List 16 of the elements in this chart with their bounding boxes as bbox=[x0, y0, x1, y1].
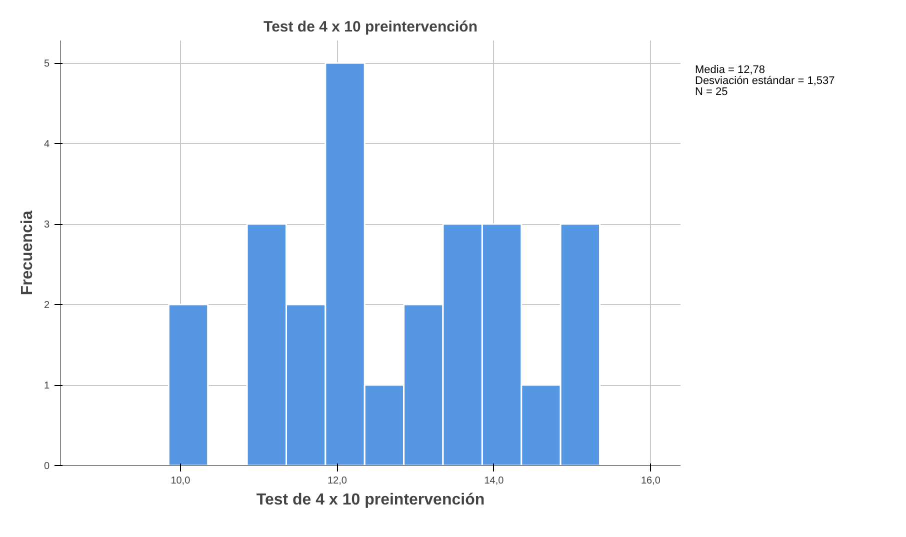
text: Desviación estándar = 1,537 bbox=[695, 75, 835, 87]
y-axis-title: Frecuencia bbox=[18, 210, 36, 296]
x-tick-label: 14,0 bbox=[484, 476, 504, 486]
x-tick-label: 12,0 bbox=[327, 476, 348, 486]
y-tick-label: 1 bbox=[44, 380, 50, 392]
y-tick-label: 3 bbox=[44, 220, 50, 231]
text: Media = 12,78 bbox=[695, 64, 766, 76]
text: N = 25 bbox=[695, 86, 728, 98]
chart-title: Test de 4 x 10 preintervención bbox=[264, 18, 478, 36]
y-tick-label: 2 bbox=[44, 300, 50, 312]
x-tick-label: 10,0 bbox=[170, 476, 191, 486]
y-tick-label: 4 bbox=[44, 139, 50, 150]
x-axis-title: Test de 4 x 10 preintervención bbox=[256, 492, 485, 508]
y-tick-label: 5 bbox=[44, 58, 50, 70]
x-tick-label: 16,0 bbox=[640, 476, 661, 486]
y-tick-label: 0 bbox=[44, 461, 50, 472]
